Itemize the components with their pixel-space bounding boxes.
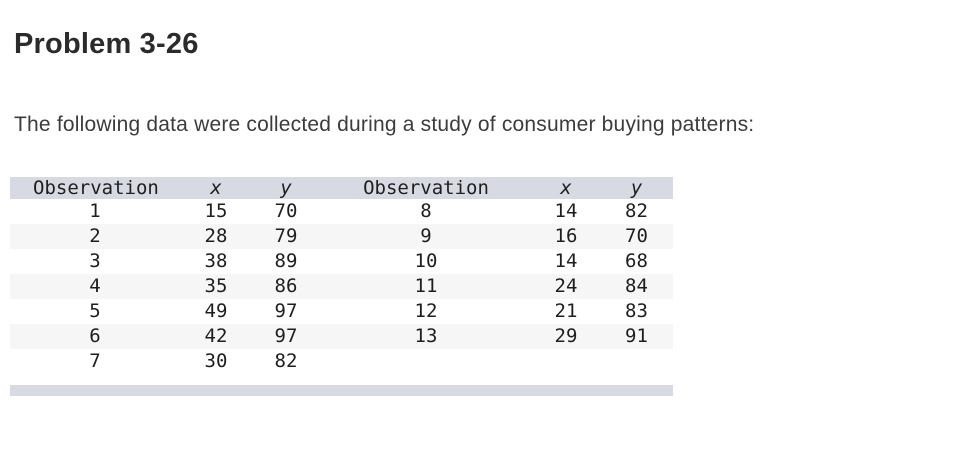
data-table: Observation x y Observation x y 1 15 70 8 14… <box>10 177 673 374</box>
table-cell: 11 <box>414 275 438 297</box>
column-header-y-left: y <box>252 177 320 199</box>
table-cell: 91 <box>625 325 648 347</box>
table-row: 7 30 82 <box>10 349 673 374</box>
table-cell: 1 <box>89 200 101 222</box>
table-row: 4 35 86 11 24 84 <box>10 274 673 299</box>
table-cell: 14 <box>554 250 578 272</box>
table-cell: 14 <box>554 200 578 222</box>
table-cell: 49 <box>204 300 228 322</box>
table-cell: 68 <box>625 250 648 272</box>
column-header-y-right: y <box>600 177 673 199</box>
table-cell: 2 <box>89 225 101 247</box>
table-cell: 38 <box>204 250 228 272</box>
intro-text: The following data were collected during… <box>14 113 755 136</box>
page-root: Problem 3-26 The following data were col… <box>0 26 961 459</box>
table-cell: 79 <box>274 225 298 247</box>
table-row: 1 15 70 8 14 82 <box>10 199 673 224</box>
table-cell: 28 <box>204 225 228 247</box>
problem-title: Problem 3-26 <box>14 28 199 60</box>
table-cell: 89 <box>274 250 298 272</box>
table-footer-bar <box>10 385 673 396</box>
table-cell: 15 <box>204 200 228 222</box>
table-row: 5 49 97 12 21 83 <box>10 299 673 324</box>
table-cell: 5 <box>89 300 101 322</box>
table-cell: 82 <box>274 350 298 372</box>
table-cell: 84 <box>625 275 648 297</box>
table-cell: 86 <box>274 275 298 297</box>
table-cell: 82 <box>625 200 648 222</box>
table-cell: 35 <box>204 275 228 297</box>
table-row: 6 42 97 13 29 91 <box>10 324 673 349</box>
table-cell: 13 <box>414 325 438 347</box>
table-cell: 97 <box>274 300 298 322</box>
table-header: Observation x y Observation x y <box>10 177 673 199</box>
table-cell: 16 <box>554 225 578 247</box>
column-header-x-left: x <box>180 177 252 199</box>
table-cell: 9 <box>420 225 432 247</box>
column-header-x-right: x <box>532 177 600 199</box>
table-header-row: Observation x y Observation x y <box>10 177 673 199</box>
table-cell: 42 <box>204 325 228 347</box>
table-cell: 10 <box>414 250 438 272</box>
table-cell <box>600 349 673 374</box>
table-row: 2 28 79 9 16 70 <box>10 224 673 249</box>
table-cell: 6 <box>89 325 101 347</box>
table-cell: 29 <box>554 325 578 347</box>
table-cell: 70 <box>625 225 648 247</box>
table-cell: 3 <box>89 250 101 272</box>
table-cell <box>532 349 600 374</box>
table-row: 3 38 89 10 14 68 <box>10 249 673 274</box>
table-cell: 21 <box>554 300 578 322</box>
table-cell: 97 <box>274 325 298 347</box>
table-cell: 12 <box>414 300 438 322</box>
table-cell: 83 <box>625 300 648 322</box>
table-cell: 30 <box>204 350 228 372</box>
column-header-observation-left: Observation <box>10 177 180 199</box>
table-cell: 24 <box>554 275 578 297</box>
table-cell: 4 <box>89 275 101 297</box>
column-header-observation-right: Observation <box>320 177 532 199</box>
table-cell: 8 <box>420 200 432 222</box>
data-table-container: Observation x y Observation x y 1 15 70 8 14… <box>10 177 673 396</box>
table-body: 1 15 70 8 14 82 2 28 79 9 16 70 3 38 89 10 14 68 4 35 86 11 24… <box>10 199 673 374</box>
table-cell: 70 <box>274 200 298 222</box>
table-cell <box>320 349 532 374</box>
table-cell: 7 <box>89 350 101 372</box>
